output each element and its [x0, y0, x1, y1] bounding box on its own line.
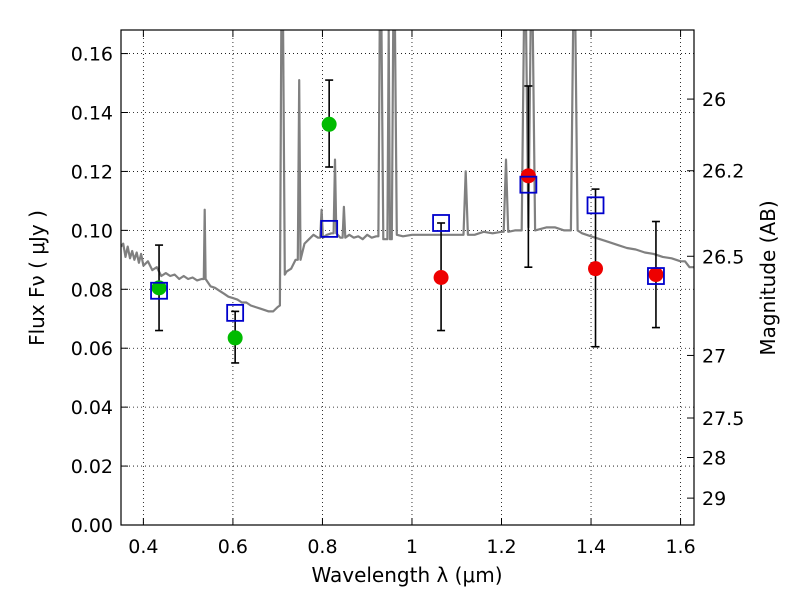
model-photometry-square: [432, 214, 450, 232]
y-tick-label: 0.10: [71, 220, 113, 242]
model-photometry-square: [150, 281, 168, 300]
green-data-point: [321, 116, 337, 132]
y2-tick-label: 27.5: [702, 408, 744, 430]
y-tick-label: 0.14: [71, 103, 113, 125]
model-photometry-square: [226, 303, 245, 322]
y-tick-label: 0.16: [71, 44, 113, 66]
green-data-point: [227, 330, 243, 346]
red-data-point: [588, 261, 604, 277]
y-tick-label: 0.00: [71, 515, 113, 537]
series-layer: [121, 30, 694, 364]
model-spectrum-line: [121, 30, 694, 313]
y2-tick-label: 27: [702, 345, 726, 367]
x-tick-label: 0.8: [307, 536, 337, 558]
x-tick-label: 0.6: [218, 536, 248, 558]
x-axis-label: Wavelength λ (μm): [311, 563, 502, 587]
y2-tick-label: 28: [702, 447, 726, 469]
y2-axis-label: Magnitude (AB): [756, 200, 780, 355]
y-axis-label: Flux Fν ( μJy ): [25, 210, 49, 346]
red-data-point: [433, 270, 449, 285]
x-tick-label: 0.4: [128, 536, 158, 558]
y2-tick-label: 29: [702, 488, 726, 510]
x-tick-label: 1.4: [576, 536, 606, 558]
plot-background: [121, 30, 694, 525]
grid: [121, 30, 694, 526]
y2-tick-label: 26.2: [702, 161, 744, 183]
y-tick-label: 0.08: [71, 279, 113, 301]
green-data-point: [151, 280, 167, 296]
model-photometry-square: [519, 175, 538, 194]
y2-tick-label: 26.5: [702, 246, 744, 268]
model-photometry-square: [320, 219, 339, 238]
x-tick-label: 1: [406, 536, 418, 558]
red-data-point: [648, 267, 664, 283]
x-tick-label: 1.6: [665, 536, 695, 558]
y-tick-label: 0.04: [71, 397, 113, 419]
y-tick-label: 0.06: [71, 338, 113, 360]
x-tick-label: 1.2: [486, 536, 516, 558]
ticks: 0.4 0.6 0.8 1 1.2 1.4 1.6 0.00 0.02 0.04 0.06 0.08 0…: [71, 30, 744, 558]
model-photometry-square: [647, 267, 665, 285]
y-tick-label: 0.12: [71, 161, 113, 183]
y2-tick-label: 26: [702, 89, 726, 111]
y-tick-label: 0.02: [71, 456, 113, 478]
plot-frame: [120, 29, 695, 526]
model-photometry-square: [586, 196, 605, 215]
